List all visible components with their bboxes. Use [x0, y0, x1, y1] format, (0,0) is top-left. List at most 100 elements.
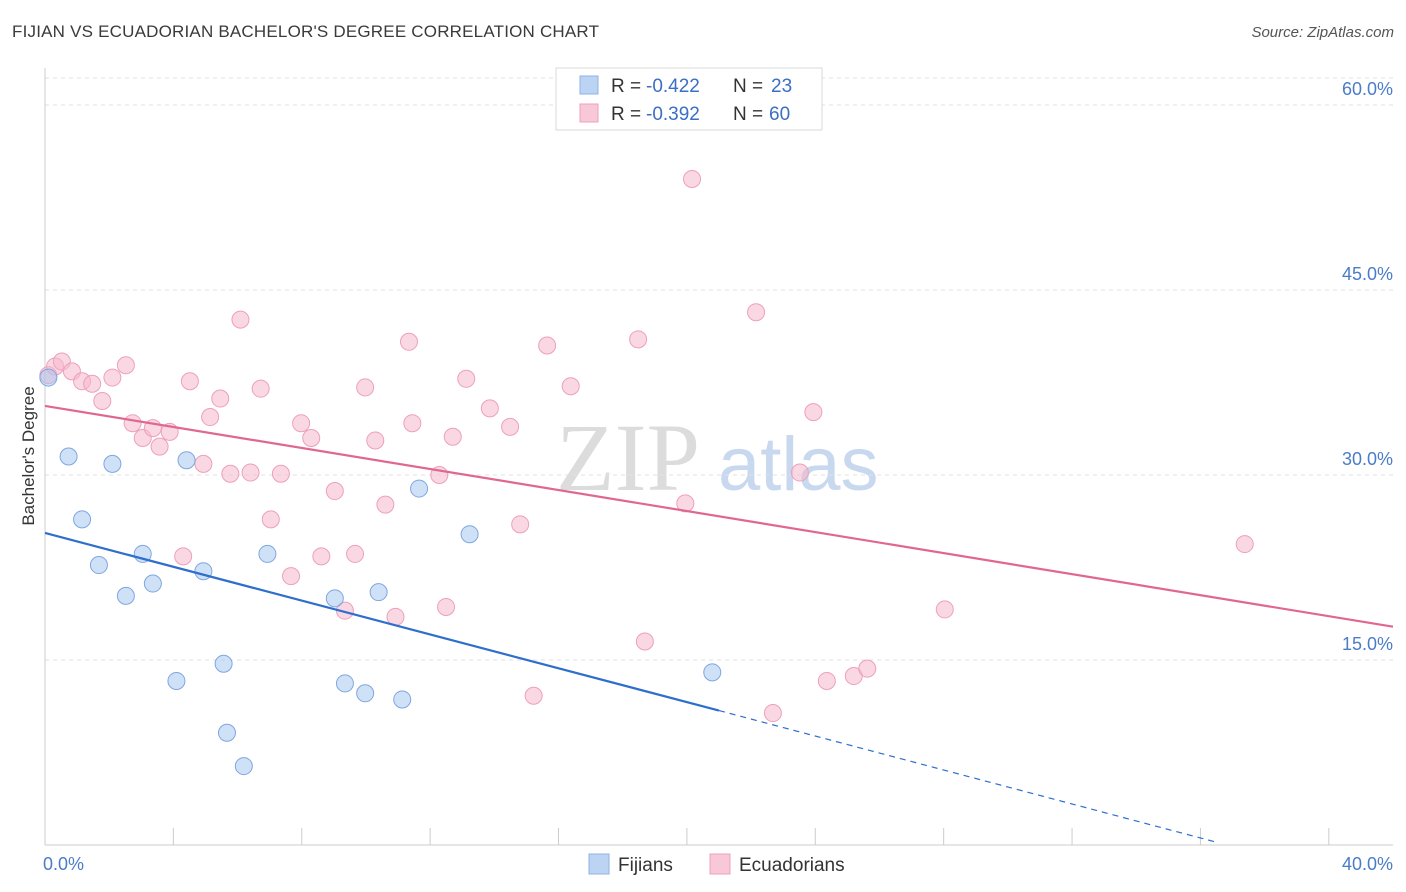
ecuadorian-point: [251, 379, 270, 398]
stats-legend: R = -0.422 N = 23 R = -0.392 N = 60: [555, 67, 823, 131]
fijian-point: [103, 454, 122, 473]
fijian-point: [73, 510, 92, 529]
ecuadorian-point: [480, 399, 499, 418]
fijian-point: [703, 663, 722, 682]
ecuadorian-point: [116, 356, 135, 375]
fijians-trend-line: [44, 531, 720, 712]
ecuadorians-trend-line: [44, 404, 1394, 628]
ecuadorian-point: [241, 463, 260, 482]
chart-title: FIJIAN VS ECUADORIAN BACHELOR'S DEGREE C…: [12, 22, 600, 41]
ecuadorian-point: [180, 372, 199, 391]
fijian-point: [143, 574, 162, 593]
x-axis-ticks: [44, 828, 1330, 845]
ecuadorian-point: [524, 686, 543, 705]
fijian-point: [167, 671, 186, 690]
fijians-r-label: R =: [611, 76, 641, 97]
ecuadorians-r-value: -0.392: [646, 104, 700, 125]
fijian-point: [89, 556, 108, 575]
ecuadorian-point: [150, 437, 169, 456]
ecuadorian-point: [201, 408, 220, 427]
legend-ecuadorians-label: Ecuadorians: [739, 855, 845, 876]
ecuadorian-point: [93, 392, 112, 410]
trend-lines: [44, 404, 1394, 844]
watermark-zip: ZIP: [556, 404, 700, 511]
ecuadorian-point: [261, 510, 280, 529]
ecuadorian-point: [302, 429, 321, 447]
legend-ecuadorians-swatch: [709, 853, 731, 875]
ecuadorian-point: [231, 310, 250, 329]
fijian-point: [39, 368, 58, 387]
ecuadorian-point: [763, 704, 782, 723]
y-tick-label: 60.0%: [1342, 79, 1393, 99]
fijian-point: [410, 479, 429, 498]
ecuadorians-swatch: [579, 103, 599, 123]
ecuadorian-point: [194, 454, 213, 473]
fijian-point: [335, 674, 354, 693]
fijian-point: [217, 723, 236, 742]
fijian-point: [234, 757, 253, 776]
legend-fijians-label: Fijians: [618, 855, 673, 876]
ecuadorian-point: [83, 374, 102, 393]
ecuadorian-point: [790, 463, 809, 482]
fijian-point: [258, 544, 277, 563]
watermark: ZIP atlas: [556, 404, 879, 511]
ecuadorians-n-label: N =: [733, 104, 763, 125]
fijian-point: [59, 447, 78, 466]
x-tick-label-min: 0.0%: [43, 854, 84, 874]
y-axis-tick-labels: 15.0% 30.0% 45.0% 60.0%: [1342, 79, 1393, 654]
ecuadorian-point: [817, 671, 836, 690]
scatter-points: [39, 170, 1254, 776]
ecuadorian-point: [123, 414, 142, 433]
ecuadorian-point: [103, 368, 122, 387]
ecuadorian-point: [211, 389, 230, 408]
ecuadorians-n-value: 60: [769, 104, 790, 125]
ecuadorian-point: [683, 170, 702, 188]
ecuadorian-point: [271, 464, 290, 483]
ecuadorian-point: [325, 482, 344, 501]
y-tick-label: 30.0%: [1342, 449, 1393, 469]
fijians-n-value: 23: [771, 76, 792, 97]
fijians-trend-extension: [718, 709, 1218, 844]
ecuadorian-point: [292, 414, 311, 433]
fijians-n-label: N =: [733, 76, 763, 97]
gridlines: [45, 77, 1393, 661]
ecuadorian-point: [399, 332, 418, 351]
ecuadorian-point: [858, 659, 877, 678]
fijian-point: [214, 654, 233, 673]
fijian-point: [116, 586, 135, 605]
ecuadorian-point: [457, 369, 476, 388]
ecuadorian-point: [747, 303, 766, 322]
ecuadorian-point: [221, 464, 240, 483]
fijian-point: [177, 451, 196, 470]
ecuadorian-point: [376, 495, 395, 514]
ecuadorian-point: [511, 515, 530, 534]
ecuadorian-point: [312, 547, 331, 566]
ecuadorian-point: [356, 378, 375, 397]
ecuadorian-point: [635, 632, 654, 651]
ecuadorian-point: [366, 431, 385, 450]
ecuadorian-point: [561, 377, 580, 396]
ecuadorian-point: [346, 544, 365, 563]
ecuadorian-point: [538, 336, 557, 355]
y-tick-label: 15.0%: [1342, 634, 1393, 654]
ecuadorian-point: [174, 547, 193, 566]
ecuadorian-point: [935, 600, 954, 619]
ecuadorian-point: [804, 403, 823, 422]
ecuadorian-point: [403, 414, 422, 433]
fijian-point: [460, 525, 479, 544]
series-legend: Fijians Ecuadorians: [588, 853, 845, 876]
fijians-r-value: -0.422: [646, 76, 700, 97]
ecuadorian-point: [437, 597, 456, 616]
x-tick-label-max: 40.0%: [1342, 854, 1393, 874]
stats-legend-box: [555, 67, 823, 131]
fijian-point: [369, 583, 388, 602]
ecuadorians-r-label: R =: [611, 104, 641, 125]
fijian-point: [356, 684, 375, 703]
ecuadorian-point: [501, 417, 520, 436]
fijian-point: [325, 589, 344, 608]
y-tick-label: 45.0%: [1342, 264, 1393, 284]
fijians-swatch: [579, 75, 599, 95]
ecuadorian-point: [1235, 535, 1254, 554]
source-credit: Source: ZipAtlas.com: [1251, 24, 1394, 41]
